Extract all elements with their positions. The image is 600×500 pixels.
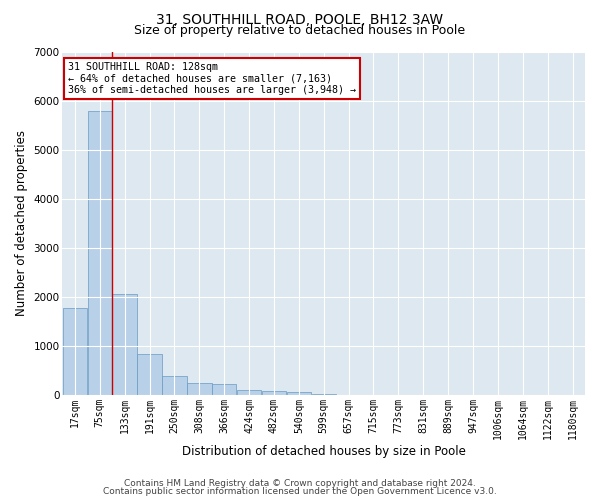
Bar xyxy=(287,392,311,395)
X-axis label: Distribution of detached houses by size in Poole: Distribution of detached houses by size … xyxy=(182,444,466,458)
Text: 31, SOUTHHILL ROAD, POOLE, BH12 3AW: 31, SOUTHHILL ROAD, POOLE, BH12 3AW xyxy=(157,12,443,26)
Bar xyxy=(162,376,187,395)
Text: 31 SOUTHHILL ROAD: 128sqm
← 64% of detached houses are smaller (7,163)
36% of se: 31 SOUTHHILL ROAD: 128sqm ← 64% of detac… xyxy=(68,62,356,95)
Text: Size of property relative to detached houses in Poole: Size of property relative to detached ho… xyxy=(134,24,466,37)
Bar xyxy=(311,394,336,395)
Bar xyxy=(112,294,137,395)
Bar xyxy=(137,354,162,395)
Bar xyxy=(237,390,261,395)
Bar xyxy=(262,390,286,395)
Y-axis label: Number of detached properties: Number of detached properties xyxy=(15,130,28,316)
Text: Contains HM Land Registry data © Crown copyright and database right 2024.: Contains HM Land Registry data © Crown c… xyxy=(124,478,476,488)
Bar xyxy=(187,384,212,395)
Bar xyxy=(63,308,87,395)
Text: Contains public sector information licensed under the Open Government Licence v3: Contains public sector information licen… xyxy=(103,487,497,496)
Bar xyxy=(212,384,236,395)
Bar xyxy=(88,112,112,395)
